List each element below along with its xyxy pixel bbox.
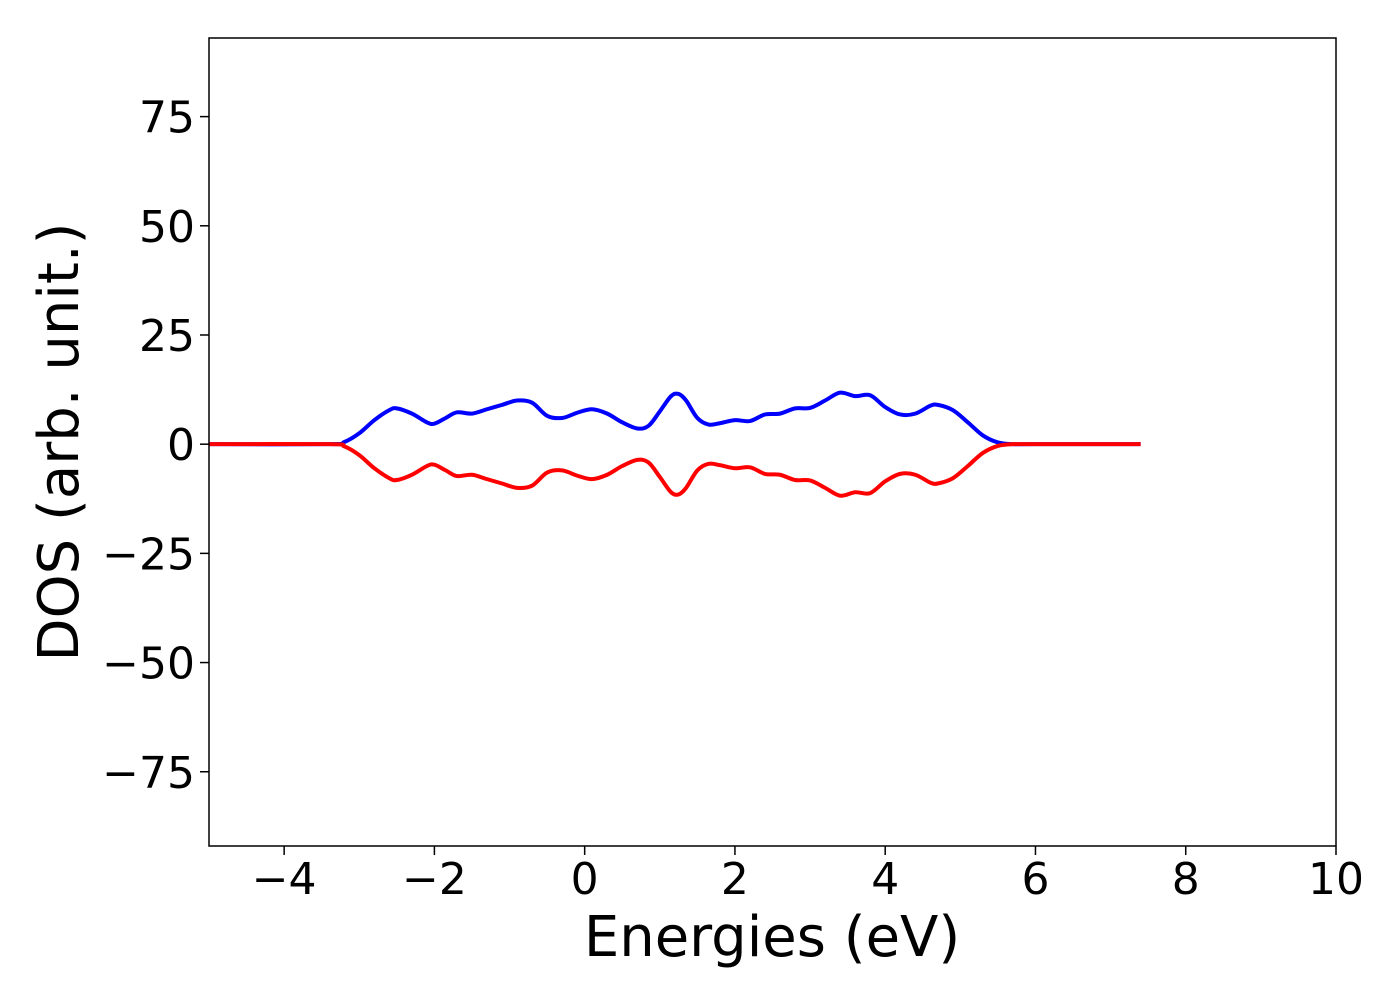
y-tick-label: 75 [139,93,195,144]
series-line-0 [208,390,1141,447]
x-axis-label: Energies (eV) [584,905,960,970]
x-tick-label: −2 [402,854,467,905]
y-tick-label: 25 [139,311,195,362]
x-tick-label: 4 [871,854,899,905]
series-line-1 [208,442,1141,498]
x-tick-label: 10 [1308,854,1364,905]
y-tick-label: 50 [139,202,195,253]
plot-frame [208,37,1337,847]
y-tick-label: −75 [102,748,195,799]
x-tick-label: 6 [1021,854,1049,905]
x-tick-label: 2 [721,854,749,905]
x-tick-label: −4 [252,854,317,905]
x-axis-ticks: −4 −2 0 2 4 6 8 10 [252,846,1364,905]
y-axis-ticks: −75 −50 −25 0 25 50 75 [102,93,209,799]
y-tick-label: −50 [102,639,195,690]
x-tick-label: 8 [1172,854,1200,905]
series-layer [208,390,1141,498]
y-tick-label: −25 [102,529,195,580]
x-tick-label: 0 [571,854,599,905]
y-axis-label: DOS (arb. unit.) [27,222,92,661]
y-tick-label: 0 [167,420,195,471]
